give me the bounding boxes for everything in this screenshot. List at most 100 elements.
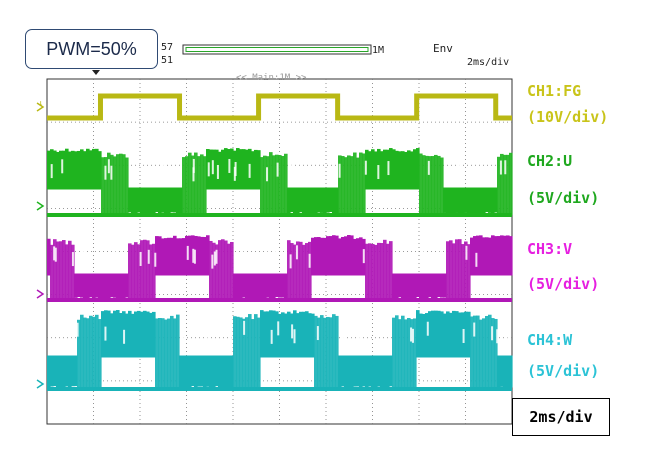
ch4-trace-seg [353,355,357,387]
ch2-trace-seg [47,150,51,190]
scope-grid [46,78,513,425]
ch3-trace-seg [74,273,78,298]
ch4-trace-seg [275,311,279,358]
ch3-trace-gap [113,250,116,265]
pwm-callout-label: PWM=50% [46,38,137,59]
ch4-trace-seg [380,355,384,389]
ch3-scale: (5V/div) [527,275,600,293]
ch3-trace-seg [314,237,318,276]
ch2-trace-seg [101,157,105,215]
ch2-trace-seg [488,187,492,213]
ch3-trace-seg [491,235,495,276]
ch3-trace-gap [295,245,298,260]
ch2-trace-seg [323,187,327,215]
ch3-trace-seg [131,244,135,300]
ch3-trace-seg [50,244,54,300]
ch3-trace-seg [449,240,453,300]
ch2-trace-seg [419,153,423,215]
ch4-trace-seg [335,315,339,389]
ch2-trace-seg [308,187,312,214]
ch3-trace-seg [509,236,513,276]
ch4-trace-seg [323,317,327,389]
ch3-trace-seg [224,240,228,300]
ch1-scale: (10V/div) [527,108,609,126]
ch2-trace-gap [338,163,341,178]
ch2-trace-seg [242,149,246,190]
ch2-trace-seg [470,187,474,214]
ch4-trace-gap [270,329,273,344]
ch3-trace-gap [243,249,246,264]
ch2-trace-gap [499,160,502,175]
ch2-trace-seg [287,187,291,214]
ch4-trace-seg [428,311,432,358]
ch2-trace-seg [425,155,429,215]
ch3-trace-seg [206,235,210,276]
ch3-trace-seg [56,241,60,300]
ch4-trace-seg [254,314,258,389]
ch2-trace-seg [356,157,360,215]
ch4-trace-seg [287,311,291,358]
ch4-trace-seg [146,311,150,358]
ch4-trace-gap [360,329,363,344]
ch2-trace-seg [380,151,384,190]
ch4-trace-seg [251,319,255,389]
ch2-trace-seg [494,187,498,213]
ch4-trace-seg [458,312,462,358]
ch2-trace-gap [228,158,231,173]
ch4-trace-seg [395,315,399,389]
ch4-trace-seg [389,355,393,387]
ch3-trace-seg [365,243,369,300]
ch2-trace-seg [422,155,426,215]
ch2-trace-seg [146,187,150,215]
ch4-trace-seg [476,315,480,389]
ch3-trace-gap [398,253,401,268]
ch2-trace-seg [440,157,444,215]
ch3-trace-seg [77,273,81,298]
ch4-trace-seg [152,311,156,358]
ch3-trace-seg [416,273,420,298]
timebase-box: 2ms/div [512,398,610,436]
ch2-trace-seg [368,151,372,190]
ch2-trace-seg [68,151,72,190]
ch2-trace-seg [92,148,96,190]
ch4-trace-seg [455,311,459,358]
ch1-label: CH1:FG [527,82,582,100]
ch2-trace-seg [65,148,69,190]
ch4-trace-gap [104,326,107,341]
ch4-trace-seg [107,310,111,358]
ch3-trace-seg [149,244,153,300]
ch2-trace-seg [311,187,315,214]
ch2-trace-seg [362,153,366,215]
ch2-trace-seg [263,155,267,215]
ch4-trace-seg [485,315,489,389]
ch3-trace-seg [239,273,243,300]
ch4-trace-seg [488,314,492,389]
ch2-trace-seg [434,154,438,215]
ch2-trace-seg [509,152,513,215]
ch4-trace-seg [242,318,246,389]
ch3-trace-seg [266,273,270,298]
ch2-trace-seg [413,149,417,190]
ch4-trace-seg [134,311,138,358]
ch3-trace-seg [470,237,474,276]
ch4-trace-seg [170,315,174,389]
memory-bar-frame [182,44,372,55]
ch3-trace-seg [179,238,183,276]
ch2-trace-seg [152,187,156,214]
ch3-trace-gap [215,249,218,264]
ch2-trace-seg [260,157,264,215]
ch4-trace-seg [161,318,165,389]
ch3-trace-seg [323,237,327,276]
ch2-trace-seg [317,187,321,213]
ch2-trace-seg [485,187,489,213]
ch4-trace-seg [305,311,309,358]
ch2-trace-seg [128,187,132,213]
ch2-trace-seg [269,152,273,215]
ch4-trace-seg [92,316,96,389]
ch4-trace-seg [299,311,303,358]
ch4-trace-gap [351,323,354,338]
ch3-trace-seg [344,236,348,276]
ch4-trace-seg [239,317,243,389]
ch4-trace-gap [491,326,494,341]
